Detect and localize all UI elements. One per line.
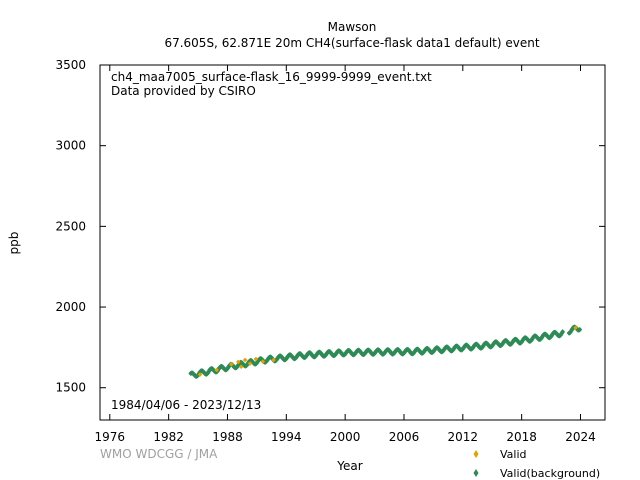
valid-point <box>229 362 234 367</box>
y-tick-label: 2500 <box>55 219 86 233</box>
annotation-provider: Data provided by CSIRO <box>111 84 256 98</box>
valid-point <box>253 356 259 362</box>
valid-point <box>214 367 219 373</box>
axis-ticks: 1976 1982 1988 1994 2000 2006 2012 2018 2024 1500… <box>55 58 605 444</box>
x-tick-label: 2000 <box>330 430 361 444</box>
plot-area-frame <box>99 64 606 421</box>
valid-point <box>197 372 203 377</box>
legend-valid-marker <box>473 450 479 458</box>
x-tick-label: 1988 <box>212 430 243 444</box>
y-tick-label: 3000 <box>55 139 86 153</box>
legend-background-marker <box>473 469 479 477</box>
valid-point <box>238 364 244 370</box>
x-tick-label: 1976 <box>95 430 126 444</box>
x-tick-label: 2024 <box>565 430 596 444</box>
y-axis-label: ppb <box>7 232 21 255</box>
background-point <box>577 326 583 332</box>
valid-point <box>242 357 248 363</box>
annotation-file-name: ch4_maa7005_surface-flask_16_9999-9999_e… <box>111 70 432 84</box>
valid-point <box>573 325 578 330</box>
legend: Valid Valid(background) <box>473 448 600 480</box>
background-point <box>560 329 565 334</box>
credit-text: WMO WDCGG / JMA <box>100 447 218 461</box>
data-points <box>188 324 583 379</box>
chart-subtitle: 67.605S, 62.871E 20m CH4(surface-flask d… <box>164 36 539 50</box>
valid-point <box>235 359 241 365</box>
x-tick-label: 2018 <box>506 430 537 444</box>
y-tick-label: 3500 <box>55 58 86 72</box>
chart-title: Mawson <box>328 20 377 34</box>
x-tick-label: 1982 <box>153 430 184 444</box>
x-tick-label: 1994 <box>271 430 302 444</box>
valid-point <box>271 357 276 363</box>
x-tick-label: 2012 <box>448 430 479 444</box>
annotation-date-range: 1984/04/06 - 2023/12/13 <box>111 398 261 412</box>
legend-background-label: Valid(background) <box>500 467 600 480</box>
y-tick-label: 2000 <box>55 300 86 314</box>
valid-point <box>260 359 266 364</box>
x-tick-label: 2006 <box>389 430 420 444</box>
y-tick-label: 1500 <box>55 381 86 395</box>
legend-valid-label: Valid <box>500 448 527 461</box>
valid-point <box>247 361 253 366</box>
x-axis-label: Year <box>336 459 362 473</box>
